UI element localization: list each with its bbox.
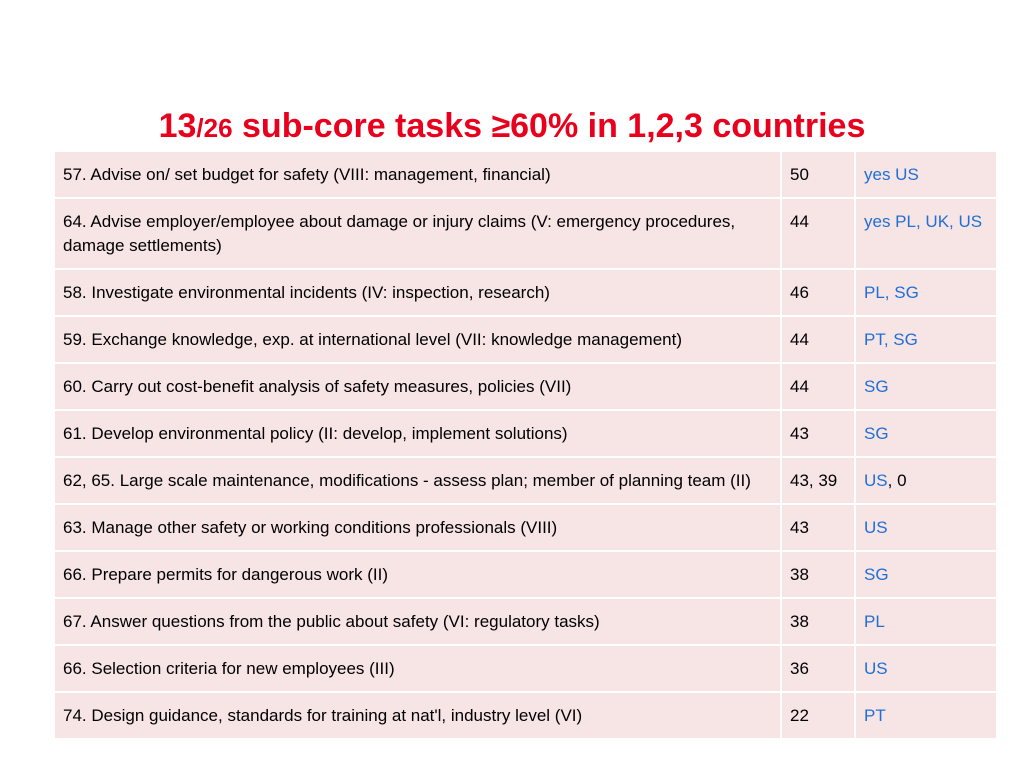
page-title: 13/26 sub-core tasks ≥60% in 1,2,3 count… (0, 100, 1024, 154)
table-row: 63. Manage other safety or working condi… (53, 503, 998, 552)
countries-cell: US (854, 644, 998, 693)
task-cell: 64. Advise employer/employee about damag… (53, 197, 782, 270)
countries-text: PL, SG (864, 283, 919, 302)
score-cell: 46 (780, 268, 856, 317)
score-cell: 50 (780, 150, 856, 199)
countries-text: PT, SG (864, 330, 918, 349)
task-cell: 74. Design guidance, standards for train… (53, 691, 782, 740)
countries-text: PT (864, 706, 886, 725)
table-row: 60. Carry out cost-benefit analysis of s… (53, 362, 998, 411)
table-row: 66. Selection criteria for new employees… (53, 644, 998, 693)
countries-cell: SG (854, 362, 998, 411)
score-cell: 38 (780, 550, 856, 599)
title-count: 13 (158, 107, 197, 145)
score-cell: 43 (780, 409, 856, 458)
table-row: 59. Exchange knowledge, exp. at internat… (53, 315, 998, 364)
countries-text: SG (864, 377, 889, 396)
score-cell: 44 (780, 362, 856, 411)
table-row: 66. Prepare permits for dangerous work (… (53, 550, 998, 599)
task-cell: 67. Answer questions from the public abo… (53, 597, 782, 646)
task-cell: 63. Manage other safety or working condi… (53, 503, 782, 552)
countries-cell: PT, SG (854, 315, 998, 364)
countries-text: yes PL, UK, US (864, 212, 983, 231)
countries-cell: SG (854, 550, 998, 599)
table-row: 62, 65. Large scale maintenance, modific… (53, 456, 998, 505)
table-row: 64. Advise employer/employee about damag… (53, 197, 998, 270)
task-cell: 60. Carry out cost-benefit analysis of s… (53, 362, 782, 411)
countries-text: US (864, 471, 888, 490)
table-row: 74. Design guidance, standards for train… (53, 691, 998, 740)
score-cell: 44 (780, 197, 856, 270)
table-row: 58. Investigate environmental incidents … (53, 268, 998, 317)
task-cell: 59. Exchange knowledge, exp. at internat… (53, 315, 782, 364)
countries-text: SG (864, 424, 889, 443)
countries-text: yes US (864, 165, 919, 184)
table-row: 57. Advise on/ set budget for safety (VI… (53, 150, 998, 199)
task-cell: 57. Advise on/ set budget for safety (VI… (53, 150, 782, 199)
title-text: sub-core tasks ≥60% in 1,2,3 countries (232, 107, 866, 145)
countries-text: PL (864, 612, 885, 631)
task-cell: 66. Selection criteria for new employees… (53, 644, 782, 693)
score-cell: 38 (780, 597, 856, 646)
task-cell: 58. Investigate environmental incidents … (53, 268, 782, 317)
score-cell: 44 (780, 315, 856, 364)
countries-text: US (864, 659, 888, 678)
score-cell: 36 (780, 644, 856, 693)
task-cell: 61. Develop environmental policy (II: de… (53, 409, 782, 458)
task-cell: 62, 65. Large scale maintenance, modific… (53, 456, 782, 505)
countries-cell: SG (854, 409, 998, 458)
table-row: 67. Answer questions from the public abo… (53, 597, 998, 646)
countries-cell: US, 0 (854, 456, 998, 505)
task-table: 57. Advise on/ set budget for safety (VI… (53, 150, 998, 740)
score-cell: 22 (780, 691, 856, 740)
table-row: 61. Develop environmental policy (II: de… (53, 409, 998, 458)
countries-suffix: , 0 (887, 471, 907, 490)
task-table-body: 57. Advise on/ set budget for safety (VI… (53, 150, 998, 740)
countries-cell: yes US (854, 150, 998, 199)
countries-cell: PL (854, 597, 998, 646)
task-cell: 66. Prepare permits for dangerous work (… (53, 550, 782, 599)
score-cell: 43, 39 (780, 456, 856, 505)
score-cell: 43 (780, 503, 856, 552)
countries-cell: US (854, 503, 998, 552)
countries-cell: yes PL, UK, US (854, 197, 998, 270)
countries-cell: PT (854, 691, 998, 740)
countries-text: US (864, 518, 888, 537)
title-total: /26 (196, 113, 233, 143)
countries-text: SG (864, 565, 889, 584)
countries-cell: PL, SG (854, 268, 998, 317)
